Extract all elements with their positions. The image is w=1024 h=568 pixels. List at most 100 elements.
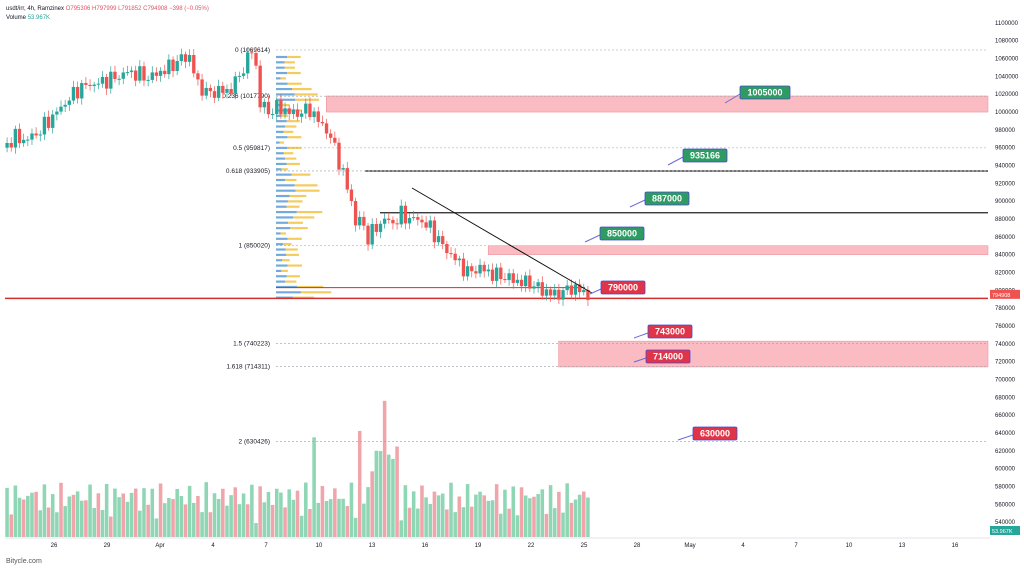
target-label: 743000	[655, 327, 685, 337]
volume-bar	[391, 458, 395, 537]
candle-body	[163, 70, 167, 75]
vp-bar-buy	[276, 221, 289, 224]
volume-bar	[117, 497, 121, 537]
vp-bar-sell	[296, 210, 323, 214]
volume-bar	[26, 495, 30, 537]
vp-bar-sell	[286, 205, 300, 208]
volume-bar	[387, 454, 391, 537]
candle-body	[146, 79, 150, 81]
candle-body	[279, 100, 283, 115]
candle-body	[183, 54, 188, 62]
candle-body	[399, 205, 403, 225]
volume-value: 53.967K	[27, 15, 51, 21]
volume-bar	[478, 491, 482, 537]
candle-body	[528, 275, 532, 289]
target-tag	[647, 324, 693, 339]
volume-bar	[515, 515, 520, 537]
volume-bar	[46, 507, 51, 537]
volume-bar	[370, 471, 374, 537]
volume-label: Volume	[6, 15, 27, 21]
vp-bar-sell	[285, 178, 297, 182]
volume-bar	[449, 482, 453, 537]
volume-bar	[557, 491, 561, 537]
x-tick-label: Apr	[155, 543, 164, 549]
candle-body	[465, 266, 470, 277]
y-tick-label: 880000	[995, 217, 1016, 223]
volume-bar	[50, 494, 55, 537]
volume-bar	[469, 506, 474, 537]
vp-bar-buy	[276, 253, 287, 256]
candle-body	[403, 205, 408, 224]
y-tick-label: 680000	[995, 395, 1016, 401]
candle-body	[200, 79, 204, 96]
candle-body	[241, 73, 246, 76]
candle-body	[134, 70, 138, 81]
x-tick-label: 16	[952, 543, 959, 549]
volume-bar	[432, 491, 437, 537]
candle-body	[569, 285, 574, 295]
vp-bar-buy	[276, 248, 286, 251]
volume-bar	[565, 483, 569, 537]
candle-body	[557, 289, 561, 300]
candle-body	[353, 201, 358, 226]
target-label: 935166	[690, 151, 720, 161]
candle-body	[329, 133, 333, 138]
volume-profile	[276, 55, 332, 299]
vp-bar-sell	[300, 291, 332, 294]
candle-body	[424, 222, 428, 228]
vp-bar-sell	[289, 194, 307, 198]
candle-body	[511, 273, 515, 283]
vp-bar-buy	[276, 152, 284, 155]
volume-bar	[324, 500, 329, 537]
vp-bar-buy	[276, 157, 286, 160]
time-axis[interactable]: 26 29 Apr 4 7 10 13 16 19 22 25 28 May 4 7 10 13 16	[51, 543, 959, 549]
x-tick-label: 7	[264, 543, 268, 549]
y-tick-label: 1080000	[995, 39, 1019, 45]
vp-bar-buy	[276, 98, 296, 101]
vp-bar-buy	[276, 93, 295, 96]
vp-bar-sell	[280, 77, 286, 80]
vp-bar-buy	[276, 232, 281, 235]
vp-bar-sell	[286, 275, 300, 278]
vp-bar-sell	[287, 146, 302, 149]
price-axis[interactable]: 540000 560000 580000 600000 620000 640000 6600…	[990, 21, 1020, 535]
vp-bar-sell	[284, 61, 295, 64]
volume-bar	[216, 498, 221, 537]
y-tick-label: 580000	[995, 484, 1016, 490]
vp-bar-buy	[276, 82, 288, 85]
candle-body	[441, 236, 445, 245]
volume-bar	[440, 493, 445, 537]
volume-bar	[312, 437, 316, 537]
volume-bar	[17, 497, 22, 537]
volume-bar	[382, 400, 387, 537]
candle-body	[428, 220, 432, 228]
candle-body	[395, 223, 399, 225]
target-tag	[600, 280, 646, 295]
volume-bar	[279, 492, 283, 537]
vp-bar-buy	[276, 243, 284, 246]
candle-body	[262, 101, 266, 108]
volume-bar	[266, 491, 271, 537]
candle-body	[113, 71, 117, 79]
volume-bar	[71, 494, 76, 537]
vp-bar-sell	[287, 71, 301, 75]
target-pointer	[629, 199, 646, 208]
zone	[487, 245, 989, 255]
candle-body	[138, 66, 142, 81]
vp-bar-sell	[285, 280, 297, 283]
target-label: 714000	[653, 352, 683, 362]
candle-body	[96, 83, 101, 85]
vp-bar-buy	[276, 210, 297, 214]
volume-bar	[411, 491, 416, 537]
y-tick-label: 660000	[995, 413, 1016, 419]
vp-bar-buy	[276, 136, 288, 139]
x-tick-label: 25	[581, 543, 588, 549]
candle-body	[204, 87, 208, 96]
candle-body	[229, 89, 233, 94]
candle-body	[333, 137, 337, 143]
volume-bar	[503, 489, 507, 537]
vp-bar-buy	[276, 55, 288, 59]
vp-bar-sell	[281, 114, 288, 117]
candle-body	[349, 189, 354, 202]
